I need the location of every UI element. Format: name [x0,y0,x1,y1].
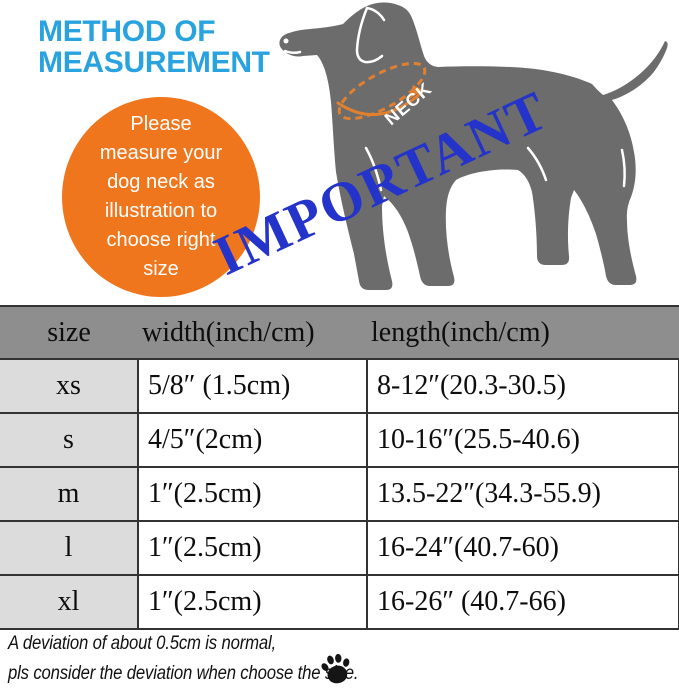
header-cell-size: size [0,305,138,359]
width-cell: 1″(2.5cm) [137,574,367,630]
length-cell: 10-16″(25.5-40.6) [366,412,679,467]
measurement-note-circle: Please measure your dog neck as illustra… [62,97,260,297]
footer-note-line1: A deviation of about 0.5cm is normal, [8,633,276,654]
page-title: METHOD OF MEASUREMENT [38,15,270,79]
table-row-s: s 4/5″(2cm) 10-16″(25.5-40.6) [0,412,679,467]
header-cell-width: width(inch/cm) [138,305,367,359]
table-row-xs: xs 5/8″ (1.5cm) 8-12″(20.3-30.5) [0,358,679,413]
footer-note-line2: pls consider the deviation when choose t… [8,663,359,684]
paw-print-icon [321,653,350,684]
size-cell: s [0,412,138,467]
measurement-note-text: Please measure your dog neck as illustra… [99,113,223,280]
length-cell: 13.5-22″(34.3-55.9) [366,466,679,521]
length-cell: 16-24″(40.7-60) [366,520,679,575]
size-cell: xs [0,358,138,413]
size-table: size width(inch/cm) length(inch/cm) xs 5… [0,305,679,630]
table-row-m: m 1″(2.5cm) 13.5-22″(34.3-55.9) [0,466,679,521]
width-cell: 5/8″ (1.5cm) [137,358,367,413]
length-cell: 8-12″(20.3-30.5) [366,358,679,413]
table-header-row: size width(inch/cm) length(inch/cm) [0,305,679,359]
dog-silhouette [279,2,668,290]
size-cell: m [0,466,138,521]
header-cell-length: length(inch/cm) [367,305,679,359]
dog-nose-dot [283,38,289,44]
table-row-xl: xl 1″(2.5cm) 16-26″ (40.7-66) [0,574,679,630]
width-cell: 1″(2.5cm) [137,466,367,521]
neck-arrowhead [408,85,423,100]
size-cell: xl [0,574,138,630]
length-cell: 16-26″ (40.7-66) [366,574,679,630]
neck-ring [336,61,427,121]
dog-detail-lines [283,6,626,192]
table-row-l: l 1″(2.5cm) 16-24″(40.7-60) [0,520,679,575]
size-cell: l [0,520,138,575]
width-cell: 4/5″(2cm) [137,412,367,467]
dog-illustration: NECK [279,2,668,290]
width-cell: 1″(2.5cm) [137,520,367,575]
